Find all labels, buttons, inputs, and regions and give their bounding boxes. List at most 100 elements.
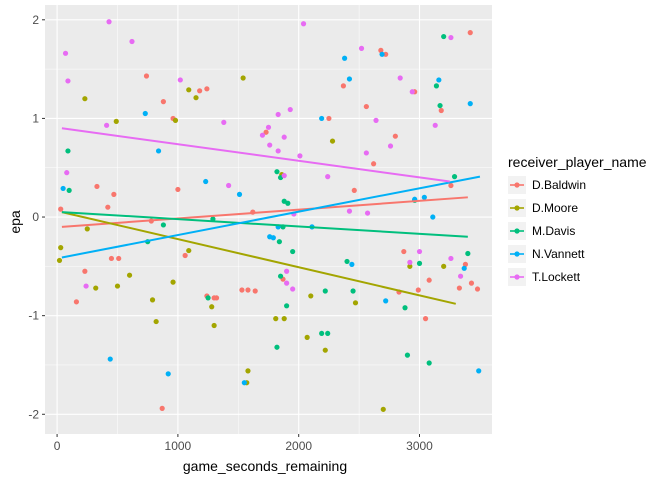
data-point [474, 286, 481, 292]
legend-key-point [514, 205, 520, 211]
data-point [392, 133, 398, 139]
data-point [204, 86, 210, 92]
data-point [177, 77, 183, 83]
data-point [350, 288, 356, 294]
data-point [236, 191, 243, 197]
legend: D.Baldwin D.Moore M.Davis N.Vannett T.Locket… [508, 176, 586, 286]
data-point [111, 191, 117, 197]
data-point [94, 183, 100, 190]
data-point [380, 406, 386, 412]
trend-line-N.Vannett [61, 175, 481, 259]
data-point [126, 272, 133, 278]
data-point [273, 316, 279, 322]
data-point [64, 170, 70, 176]
data-point [182, 252, 188, 259]
data-point [186, 87, 192, 93]
data-point [404, 352, 411, 358]
data-point [422, 316, 429, 322]
data-point [340, 83, 347, 89]
data-point [383, 298, 389, 304]
data-point [358, 45, 365, 51]
data-point [416, 260, 423, 266]
data-point [319, 330, 325, 337]
data-point [142, 110, 148, 117]
data-point [159, 405, 165, 411]
legend-item: T.Lockett [508, 268, 581, 286]
data-point [438, 107, 444, 114]
data-point [245, 287, 251, 293]
legend-label: D.Moore [532, 201, 578, 215]
data-point [448, 34, 454, 41]
data-point [297, 153, 303, 159]
data-point [325, 174, 331, 180]
data-point [274, 344, 280, 350]
data-point [363, 150, 369, 156]
data-point [415, 287, 421, 293]
data-point [239, 287, 245, 293]
data-point [143, 73, 150, 79]
data-point [346, 76, 353, 82]
data-point [83, 283, 89, 289]
data-point [276, 239, 282, 245]
data-point [456, 285, 462, 291]
data-point [430, 214, 436, 220]
x-tick-label: 0 [54, 439, 61, 453]
y-axis-title: epa [7, 210, 23, 234]
data-point [277, 273, 284, 279]
data-point [267, 142, 273, 148]
data-point [383, 51, 389, 57]
data-point [397, 75, 403, 81]
data-point [426, 277, 432, 283]
data-point [308, 293, 314, 299]
data-point [407, 263, 413, 269]
data-point [114, 283, 121, 289]
data-point [160, 222, 166, 228]
data-point [205, 295, 211, 301]
data-point [108, 255, 115, 262]
data-point [468, 280, 475, 286]
data-point [263, 129, 269, 135]
data-point [378, 47, 384, 53]
data-point [287, 106, 293, 113]
data-point [416, 248, 423, 255]
data-point [275, 111, 281, 118]
series-points-T.Lockett [62, 19, 464, 292]
data-point [441, 33, 447, 40]
y-tick-label: 2 [32, 13, 39, 27]
data-point [290, 248, 296, 255]
trend-line-T.Lockett [61, 127, 450, 183]
legend-key-point [514, 251, 520, 257]
x-tick-label: 1000 [165, 439, 192, 453]
data-point [319, 115, 325, 122]
data-point [160, 99, 166, 105]
data-point [265, 124, 272, 130]
data-point [113, 118, 119, 124]
x-axis-title: game_seconds_remaining [183, 458, 347, 474]
data-point [387, 143, 394, 149]
data-point [106, 19, 112, 25]
legend-label: N.Vannett [532, 247, 585, 261]
data-point [281, 173, 287, 179]
data-point [290, 286, 296, 292]
plot-panel [45, 5, 492, 434]
data-point [436, 77, 442, 83]
data-point [240, 75, 246, 81]
data-point [325, 330, 331, 337]
data-point [65, 148, 71, 154]
data-point [448, 182, 454, 189]
data-point [284, 303, 290, 309]
data-point [170, 279, 176, 285]
data-point [467, 30, 473, 36]
data-point [186, 247, 192, 254]
data-point [364, 210, 371, 216]
data-point [56, 257, 63, 264]
y-tick-label: 0 [32, 210, 39, 224]
data-point [465, 250, 471, 257]
data-point [363, 103, 369, 110]
data-point [457, 273, 464, 279]
y-tick-label: -2 [28, 407, 39, 421]
data-point [344, 258, 350, 265]
data-point [371, 161, 377, 167]
data-point [322, 347, 328, 353]
